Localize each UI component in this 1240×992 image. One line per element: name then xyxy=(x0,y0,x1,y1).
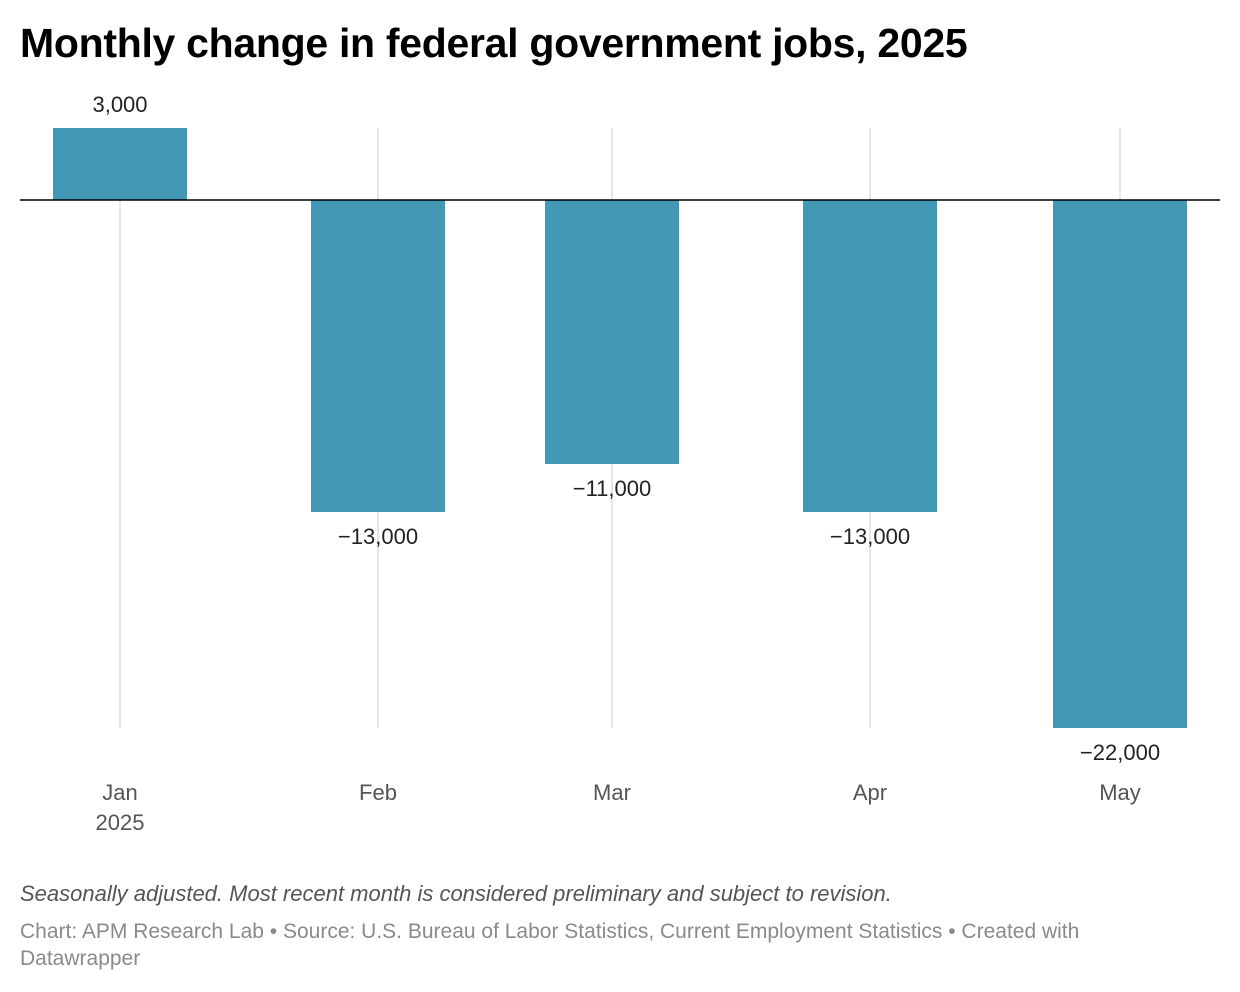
data-label-feb: −13,000 xyxy=(338,524,418,549)
chart-notes: Seasonally adjusted. Most recent month i… xyxy=(20,881,892,906)
bars xyxy=(53,128,1187,728)
data-labels: 3,000 −13,000 −11,000 −13,000 −22,000 xyxy=(92,92,1160,765)
tick-sublabel-jan: 2025 xyxy=(96,810,145,835)
tick-label-may: May xyxy=(1099,780,1141,805)
bar-may xyxy=(1053,200,1187,728)
tick-label-feb: Feb xyxy=(359,780,397,805)
data-label-apr: −13,000 xyxy=(830,524,910,549)
bar-jan xyxy=(53,128,187,200)
chart-byline: Chart: APM Research Lab • Source: U.S. B… xyxy=(20,920,1080,970)
bar-apr xyxy=(803,200,937,512)
tick-label-mar: Mar xyxy=(593,780,631,805)
data-label-may: −22,000 xyxy=(1080,740,1160,765)
tick-label-apr: Apr xyxy=(853,780,887,805)
chart-title: Monthly change in federal government job… xyxy=(20,20,968,66)
bar-chart: 3,000 −13,000 −11,000 −13,000 −22,000 Jan 202… xyxy=(20,92,1220,835)
data-label-mar: −11,000 xyxy=(573,476,652,501)
x-axis-ticks: Jan 2025 Feb Mar Apr May xyxy=(96,780,1141,835)
tick-label-jan: Jan xyxy=(102,780,137,805)
bar-feb xyxy=(311,200,445,512)
data-label-jan: 3,000 xyxy=(92,92,147,117)
bar-mar xyxy=(545,200,679,464)
